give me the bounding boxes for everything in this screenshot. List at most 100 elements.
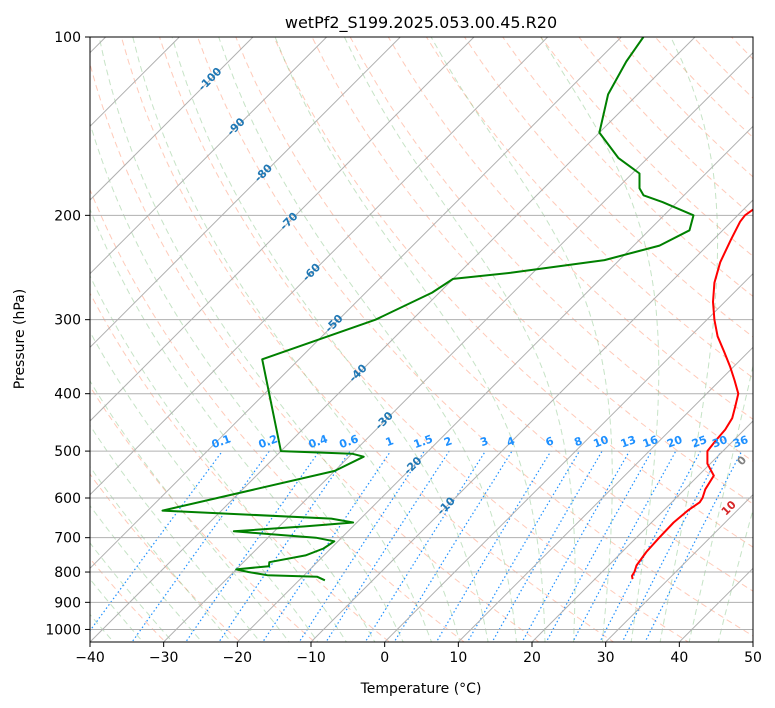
mixing-ratio-label: 0.2	[257, 432, 280, 451]
moist-adiabat-line	[717, 507, 753, 642]
mixing-ratio-label: 1	[384, 434, 396, 449]
isotherm-line	[604, 493, 753, 642]
mixing-ratio-label: 16	[641, 433, 660, 451]
moist-adiabat-line	[659, 37, 719, 642]
moist-adiabat-label: 0	[735, 453, 750, 468]
isotherm-line	[90, 37, 402, 349]
y-tick-label: 700	[54, 531, 81, 547]
y-tick-label: 900	[54, 595, 81, 611]
mixing-ratio-label: 1.5	[412, 432, 435, 451]
mixing-ratio-line	[393, 450, 513, 642]
dry-adiabat-line	[235, 37, 753, 592]
y-tick-label: 800	[54, 565, 81, 581]
dry-adiabat-line	[387, 37, 753, 420]
mixing-ratio-label: 20	[665, 433, 684, 451]
mixing-ratio-label: 36	[731, 433, 750, 451]
mixing-ratio-line	[185, 450, 320, 642]
y-tick-label: 1000	[45, 622, 81, 638]
x-tick-label: 20	[523, 650, 541, 666]
mixing-ratio-label: 8	[572, 434, 584, 449]
x-tick-label: −10	[296, 650, 326, 666]
y-axis-ticks: 100 200 300 400 500 600 700 800 900 1000	[45, 30, 90, 638]
isotherm-line	[90, 37, 475, 422]
temperature-line	[631, 208, 753, 580]
mixing-ratio-label: 4	[505, 434, 517, 449]
y-tick-label: 500	[54, 444, 81, 460]
isotherm-line	[90, 37, 254, 201]
mixing-ratio-label: 0.6	[338, 432, 361, 451]
isotherm-line	[90, 37, 181, 128]
x-tick-label: −40	[75, 650, 105, 666]
isotherm-line	[236, 125, 753, 642]
mixing-ratio-label: 13	[619, 433, 638, 450]
mixing-ratio-label: 3	[478, 434, 490, 449]
moist-adiabat-line	[90, 207, 376, 642]
x-tick-label: −20	[223, 650, 253, 666]
x-axis-ticks: −40 −30 −20 −10 0 10 20 30 40 50	[75, 642, 762, 666]
isotherm-line	[90, 37, 328, 275]
moist-adiabats	[90, 37, 753, 642]
x-tick-label: 50	[744, 650, 762, 666]
dry-adiabat-line	[90, 188, 465, 642]
dry-adiabat-line	[502, 37, 753, 298]
mixing-ratio-label: 30	[710, 433, 729, 451]
line-labels: 0.1 0.2 0.4 0.6 1 1.5 2 3 4 6 8 10 13 16 20 25 30 36-100-…	[196, 65, 775, 543]
mixing-ratio-label: 25	[690, 433, 709, 450]
x-tick-label: −30	[149, 650, 179, 666]
y-tick-label: 600	[54, 491, 81, 507]
x-tick-label: 40	[670, 650, 688, 666]
plot-frame	[89, 36, 754, 643]
mixing-ratio-line	[325, 450, 450, 642]
dry-adiabat-line	[90, 292, 391, 642]
mixing-ratio-line	[621, 450, 722, 642]
dry-adiabat-line	[90, 385, 316, 642]
dry-adiabat-line	[90, 473, 241, 642]
dry-adiabat-line	[311, 37, 753, 505]
isotherms	[0, 10, 753, 654]
isotherm-line	[310, 199, 753, 642]
mixing-ratio-label: 0.4	[307, 432, 330, 451]
isotherm-line	[90, 37, 623, 570]
pressure-gridlines	[90, 37, 753, 630]
moist-adiabat-line	[274, 37, 546, 642]
x-tick-label: 30	[597, 650, 615, 666]
dry-adiabats	[90, 37, 753, 642]
moist-adiabat-line	[688, 363, 753, 642]
chart-title: wetPf2_S199.2025.053.00.45.R20	[285, 13, 557, 33]
isotherm-line	[383, 272, 753, 642]
dewpoint-line	[161, 37, 695, 582]
y-tick-label: 200	[54, 208, 81, 224]
x-axis-label: Temperature (°C)	[360, 681, 482, 697]
y-axis-label: Pressure (hPa)	[12, 289, 28, 389]
moist-adiabat-line	[171, 37, 489, 642]
dry-adiabat-label: 10	[719, 498, 739, 518]
dry-adiabat-line	[90, 62, 540, 642]
moist-adiabat-line	[430, 37, 613, 642]
dry-adiabat-line	[654, 37, 753, 139]
y-tick-label: 100	[54, 30, 81, 46]
isotherm-line	[531, 420, 753, 642]
moist-adiabat-line	[90, 504, 203, 642]
mixing-ratio-line	[491, 450, 603, 642]
x-tick-label: 10	[449, 650, 467, 666]
isotherm-line	[162, 51, 753, 642]
moist-adiabat-line	[218, 37, 518, 642]
mixing-ratio-line	[131, 450, 270, 642]
dry-adiabat-line	[158, 37, 690, 642]
dry-adiabat-line	[463, 37, 753, 338]
isotherm-line	[90, 37, 696, 642]
moist-adiabat-line	[90, 380, 290, 642]
dry-adiabat-line	[120, 37, 615, 642]
dry-adiabat-label: 20	[771, 523, 775, 543]
isotherm-line	[0, 10, 59, 654]
moist-adiabat-line	[343, 37, 576, 642]
isotherm-line	[457, 346, 753, 642]
dry-adiabat-line	[540, 37, 753, 257]
x-tick-label: 0	[380, 650, 389, 666]
dry-adiabat-line	[616, 37, 753, 178]
profile-lines	[161, 37, 753, 582]
moist-adiabat-line	[90, 330, 319, 642]
dry-adiabat-line	[425, 37, 753, 379]
y-tick-label: 300	[54, 313, 81, 329]
